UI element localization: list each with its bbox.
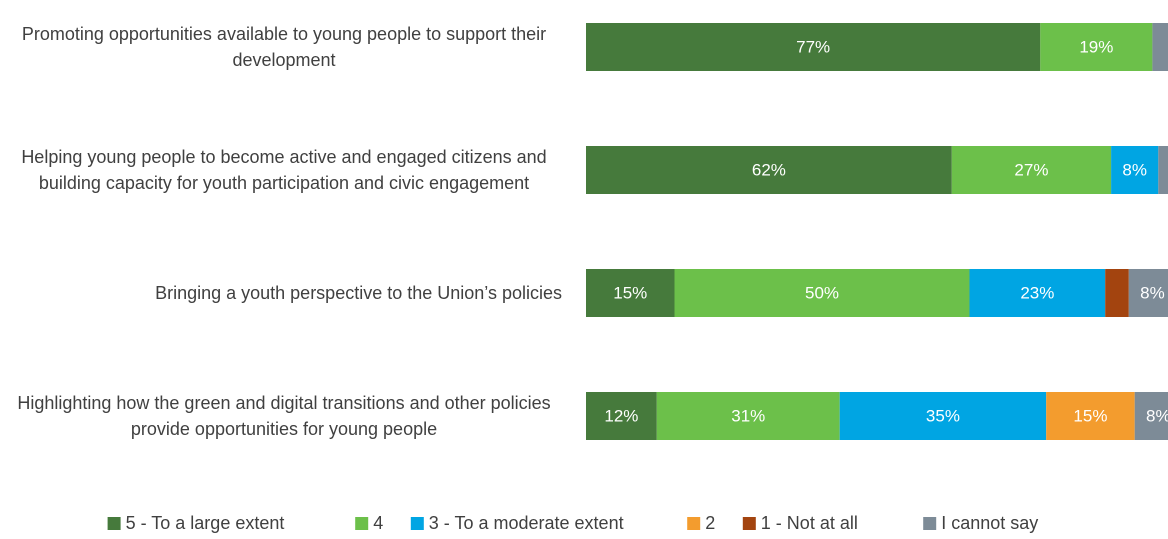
legend-swatch <box>687 517 701 530</box>
legend-swatch <box>923 517 937 530</box>
data-label: 8% <box>1146 406 1168 425</box>
legend-label: I cannot say <box>941 513 1038 533</box>
category-label: Highlighting how the green and digital t… <box>17 393 551 439</box>
data-label: 15% <box>613 283 647 302</box>
category-label: Helping young people to become active an… <box>21 147 547 193</box>
data-label: 15% <box>1073 406 1107 425</box>
data-label: 50% <box>805 283 839 302</box>
bar-segment <box>969 269 1106 317</box>
bar-segment <box>656 392 840 440</box>
category-label-box: Bringing a youth perspective to the Unio… <box>6 243 562 343</box>
legend-swatch <box>742 517 756 530</box>
data-label: 12% <box>604 406 638 425</box>
legend-swatch <box>107 517 121 530</box>
bar-segment <box>1152 23 1168 71</box>
bar-segment <box>951 146 1112 194</box>
bar-segment <box>1040 23 1153 71</box>
data-label: 23% <box>1020 283 1054 302</box>
bar-segment <box>1158 146 1168 194</box>
category-label-box: Promoting opportunities available to you… <box>6 0 562 97</box>
bar-segment <box>1134 392 1168 440</box>
data-label: 19% <box>1079 37 1113 56</box>
bar-segment <box>1111 146 1159 194</box>
bar-segment <box>1105 269 1129 317</box>
data-label: 77% <box>796 37 830 56</box>
data-label: 8% <box>1140 283 1165 302</box>
legend-label: 4 <box>373 513 383 533</box>
category-label-box: Highlighting how the green and digital t… <box>6 366 562 466</box>
bar-segment <box>1046 392 1135 440</box>
data-label: 8% <box>1122 160 1147 179</box>
legend-label: 1 - Not at all <box>761 513 858 533</box>
bar-segment <box>586 392 657 440</box>
bar-segment <box>586 146 952 194</box>
category-label: Bringing a youth perspective to the Unio… <box>155 283 562 303</box>
bar-segment <box>1128 269 1168 317</box>
legend-label: 3 - To a moderate extent <box>429 513 624 533</box>
category-label-box: Helping young people to become active an… <box>6 120 562 220</box>
legend-label: 2 <box>705 513 715 533</box>
data-label: 35% <box>926 406 960 425</box>
data-label: 27% <box>1014 160 1048 179</box>
legend-swatch <box>355 517 369 530</box>
bar-segment <box>674 269 970 317</box>
data-label: 62% <box>752 160 786 179</box>
category-label: Promoting opportunities available to you… <box>21 24 547 70</box>
bar-segment <box>586 23 1041 71</box>
data-label: 31% <box>731 406 765 425</box>
legend-label: 5 - To a large extent <box>126 513 285 533</box>
legend-swatch <box>410 517 424 530</box>
bar-segment <box>586 269 675 317</box>
bar-segment <box>839 392 1047 440</box>
